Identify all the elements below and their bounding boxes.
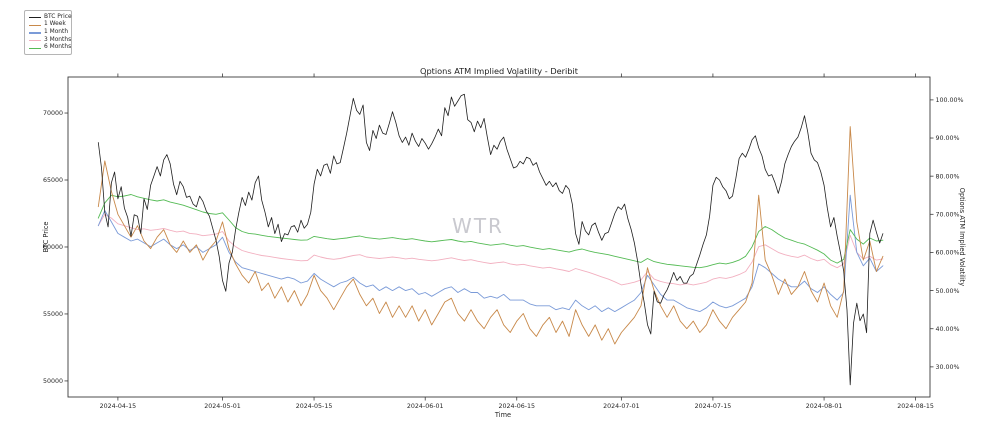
svg-text:2024-05-15: 2024-05-15 [296, 403, 333, 410]
legend: BTC Price 1 Week 1 Month 3 Months 6 Mont… [24, 10, 72, 55]
series-line-3-months [97, 213, 884, 286]
plot-frame [67, 76, 931, 398]
svg-text:70.00%: 70.00% [936, 212, 960, 219]
svg-text:60.00%: 60.00% [936, 250, 960, 257]
x-axis-label: Time [494, 411, 511, 419]
chart-title: Options ATM Implied Volatility - Deribit [420, 66, 579, 76]
svg-text:2024-04-15: 2024-04-15 [100, 403, 137, 410]
svg-text:55000: 55000 [43, 311, 63, 318]
series-line-1-month [97, 194, 884, 313]
watermark-text: WTR [452, 214, 504, 238]
legend-label: 3 Months [44, 36, 72, 43]
legend-label: 6 Months [44, 44, 72, 51]
legend-label: BTC Price [44, 13, 72, 20]
svg-text:2024-08-15: 2024-08-15 [897, 403, 934, 410]
legend-line-6-months [29, 47, 41, 49]
legend-item-btc-price: BTC Price [29, 14, 72, 22]
svg-text:60000: 60000 [43, 244, 63, 251]
legend-item-3-months: 3 Months [29, 36, 72, 45]
svg-text:2024-06-15: 2024-06-15 [498, 403, 535, 410]
legend-line-3-months [29, 39, 41, 42]
series-line-btc-price [97, 93, 884, 386]
series-lines [97, 93, 884, 386]
series-line-1-week [97, 126, 884, 345]
svg-text:30.00%: 30.00% [936, 364, 960, 371]
svg-text:90.00%: 90.00% [936, 135, 960, 142]
axis-ticks: 50000 55000 60000 65000 70000 30.00% 40.00% 50.… [43, 73, 964, 410]
svg-text:65000: 65000 [43, 177, 63, 184]
legend-label: 1 Week [44, 21, 66, 28]
legend-line-1-month [29, 32, 41, 34]
legend-label: 1 Month [44, 29, 69, 36]
left-axis-label: BTC Price [42, 222, 50, 253]
series-line-6-months [97, 194, 884, 269]
svg-text:50000: 50000 [43, 378, 63, 385]
svg-text:50.00%: 50.00% [936, 288, 960, 295]
svg-text:2024-07-01: 2024-07-01 [603, 403, 640, 410]
svg-text:2024-05-01: 2024-05-01 [204, 403, 241, 410]
svg-text:2024-07-15: 2024-07-15 [695, 403, 732, 410]
svg-text:70000: 70000 [43, 110, 63, 117]
legend-item-6-months: 6 Months [29, 44, 72, 52]
legend-line-1-week [29, 24, 41, 27]
svg-text:80.00%: 80.00% [936, 173, 960, 180]
svg-text:2024-08-01: 2024-08-01 [806, 403, 843, 410]
svg-text:2024-06-01: 2024-06-01 [407, 403, 444, 410]
right-axis-label: Options ATM Implied Volatility [958, 188, 966, 286]
svg-text:40.00%: 40.00% [936, 326, 960, 333]
svg-text:100.00%: 100.00% [936, 97, 964, 104]
legend-item-1-week: 1 Week [29, 22, 68, 30]
legend-item-1-month: 1 Month [29, 29, 68, 37]
legend-line-btc-price [29, 17, 41, 19]
